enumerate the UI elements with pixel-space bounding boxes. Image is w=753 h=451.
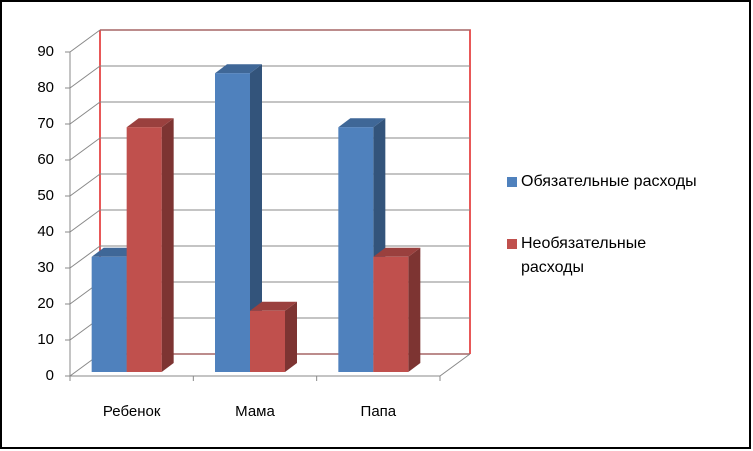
y-tick-label: 20 xyxy=(37,295,54,312)
grid-line-side xyxy=(69,29,101,53)
bar-side xyxy=(250,64,262,372)
bar-front xyxy=(215,73,250,372)
bar-top xyxy=(250,301,297,311)
grid-line-side xyxy=(69,209,101,233)
y-tick-label: 80 xyxy=(37,79,54,96)
bar xyxy=(250,301,297,372)
bar-top xyxy=(338,118,386,128)
grid-line-side xyxy=(69,65,101,89)
grid-line-side xyxy=(69,137,101,161)
bar-front xyxy=(338,127,374,372)
y-tick-label: 10 xyxy=(37,331,54,348)
y-tick-label: 30 xyxy=(37,259,54,276)
x-axis-depth xyxy=(439,353,471,377)
legend-label: Необязательные расходы xyxy=(521,235,647,276)
y-tick-label: 70 xyxy=(37,115,54,132)
bar xyxy=(373,247,421,372)
x-tick-label: Мама xyxy=(235,403,275,420)
y-tick-label: 50 xyxy=(37,187,54,204)
bar-side xyxy=(161,118,174,372)
x-tick-label: Ребенок xyxy=(103,403,161,420)
bar-top xyxy=(126,118,174,128)
grid-line-side xyxy=(69,245,101,269)
bar-side xyxy=(285,301,297,372)
bar-top xyxy=(215,64,262,74)
bar xyxy=(215,64,262,372)
bar xyxy=(126,118,174,372)
x-tick-label: Папа xyxy=(361,403,397,420)
bar-side xyxy=(408,247,421,372)
y-tick-label: 40 xyxy=(37,223,54,240)
y-tick-label: 0 xyxy=(46,367,54,384)
grid-line-side xyxy=(69,173,101,197)
y-tick-label: 60 xyxy=(37,151,54,168)
legend-swatch xyxy=(507,177,517,187)
bar-top xyxy=(373,247,421,257)
legend-label: Обязательные расходы xyxy=(521,173,697,190)
bar-front xyxy=(126,127,162,372)
bar-front xyxy=(373,256,409,372)
grid-line-side xyxy=(69,101,101,125)
legend-swatch xyxy=(507,239,517,249)
bar-front xyxy=(91,256,127,372)
y-tick-label: 90 xyxy=(37,43,54,60)
bar-front xyxy=(250,310,285,372)
